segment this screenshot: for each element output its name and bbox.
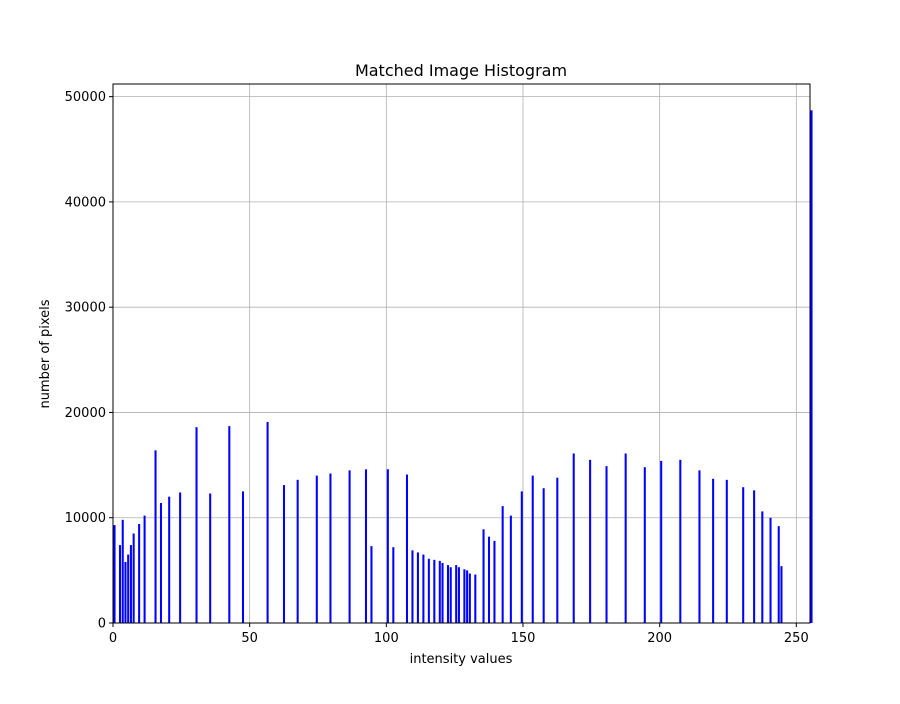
- histogram-bar: [118, 545, 122, 623]
- y-tick-label: 30000: [65, 301, 106, 316]
- bars-layer: [113, 110, 813, 623]
- histogram-bar: [542, 488, 545, 623]
- histogram-bar: [698, 470, 701, 623]
- histogram-bar: [679, 459, 682, 623]
- histogram-bar: [520, 491, 523, 623]
- x-axis-label: intensity values: [410, 652, 513, 667]
- y-axis-label: number of pixels: [38, 299, 53, 408]
- histogram-bar: [487, 536, 491, 623]
- histogram-bar: [127, 554, 130, 623]
- histogram-bar: [753, 490, 756, 623]
- histogram-bar: [780, 566, 783, 623]
- histogram-bar: [129, 545, 132, 623]
- y-tick-label: 0: [98, 617, 106, 632]
- grid-layer: [112, 84, 810, 624]
- histogram-bar: [474, 574, 477, 623]
- histogram-bar: [154, 450, 157, 623]
- histogram-bar: [159, 502, 163, 623]
- histogram-bar: [742, 487, 745, 623]
- histogram-bar: [411, 550, 414, 623]
- histogram-bar: [572, 453, 575, 623]
- histogram-bar: [660, 460, 663, 623]
- histogram-bar: [463, 569, 466, 623]
- histogram-bar: [446, 565, 450, 623]
- histogram-bar: [315, 475, 318, 623]
- x-tick-label: 0: [109, 631, 117, 646]
- histogram-bar: [422, 554, 425, 623]
- histogram-bar: [392, 547, 395, 623]
- histogram-bar: [124, 561, 127, 623]
- histogram-bar: [769, 517, 772, 623]
- histogram-bar: [282, 485, 286, 623]
- histogram-bar: [266, 421, 269, 623]
- histogram-bar: [427, 558, 430, 623]
- histogram-bar: [209, 493, 212, 623]
- ticks-layer: 0 50 100 150 200 250 0 10000 20000 30000 40000 5000…: [65, 90, 809, 646]
- histogram-bar: [438, 560, 441, 623]
- histogram-bar: [761, 511, 764, 623]
- histogram-bar: [455, 565, 458, 623]
- y-tick-label: 10000: [65, 511, 106, 526]
- histogram-bar: [113, 525, 116, 623]
- histogram-bar: [531, 475, 534, 623]
- histogram-bar: [449, 567, 452, 623]
- histogram-bar: [228, 426, 231, 623]
- histogram-bar: [624, 453, 627, 623]
- histogram-bar: [179, 492, 182, 623]
- histogram-bar: [509, 515, 512, 623]
- histogram-bar: [725, 479, 728, 623]
- histogram-bar: [468, 573, 471, 623]
- histogram-bar: [605, 466, 608, 623]
- histogram-bar: [643, 467, 646, 623]
- histogram-bar: [777, 526, 780, 623]
- x-tick-label: 200: [647, 631, 672, 646]
- histogram-bar: [132, 533, 135, 623]
- histogram-bar: [441, 562, 444, 623]
- y-tick-label: 40000: [65, 195, 106, 210]
- x-tick-label: 50: [241, 631, 258, 646]
- histogram-bar: [405, 474, 409, 623]
- histogram-bar: [556, 477, 559, 623]
- histogram-bar: [501, 506, 504, 623]
- histogram-bar: [364, 469, 368, 623]
- histogram-bar: [433, 559, 436, 623]
- x-tick-label: 150: [511, 631, 536, 646]
- y-tick-label: 50000: [65, 90, 106, 105]
- histogram-bar: [348, 470, 351, 623]
- histogram-bar: [810, 110, 813, 623]
- y-tick-label: 20000: [65, 406, 106, 421]
- histogram-bar: [466, 570, 469, 623]
- histogram-bar: [457, 567, 460, 623]
- histogram-bar: [143, 515, 146, 623]
- chart-title: Matched Image Histogram: [355, 61, 567, 80]
- histogram-bar: [482, 529, 485, 623]
- plot-frame: [112, 83, 811, 624]
- x-tick-label: 100: [374, 631, 399, 646]
- histogram-bar: [416, 552, 419, 623]
- histogram-bar: [296, 479, 299, 623]
- histogram-bar: [121, 519, 124, 623]
- histogram-bar: [370, 546, 373, 623]
- histogram-bar: [329, 473, 332, 623]
- histogram-bar: [138, 524, 141, 623]
- histogram-bar: [241, 491, 245, 623]
- histogram-bar: [386, 469, 389, 623]
- histogram-bar: [493, 540, 496, 623]
- histogram-bar: [712, 478, 715, 623]
- histogram-bar: [589, 459, 592, 623]
- histogram-bar: [195, 427, 198, 623]
- x-tick-label: 250: [784, 631, 809, 646]
- histogram-bar: [168, 496, 171, 623]
